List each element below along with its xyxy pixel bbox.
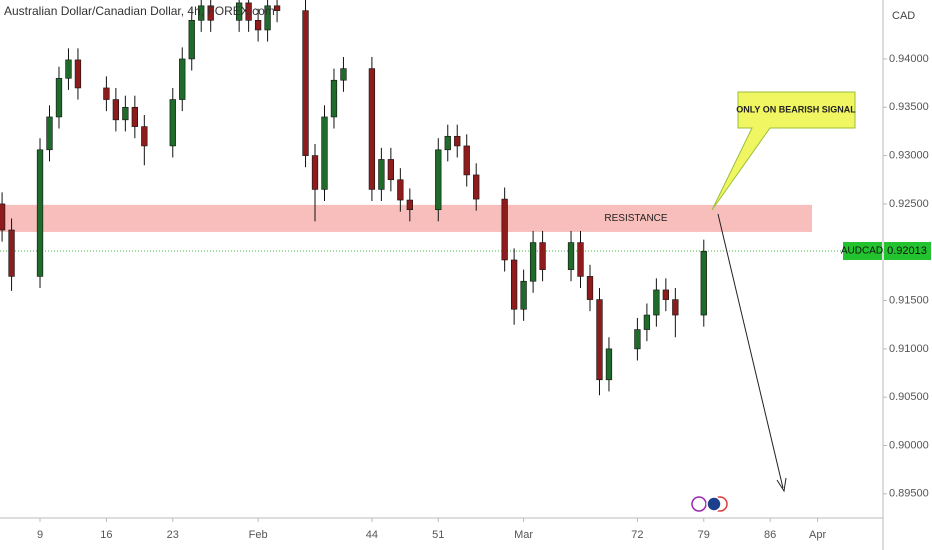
candle-body: [406, 199, 413, 211]
candle-body: [65, 59, 72, 79]
x-tick-label: 23: [167, 529, 179, 541]
x-tick-label: 9: [37, 529, 43, 541]
y-tick-label: 0.94000: [889, 53, 929, 65]
arrow-head: [776, 477, 787, 493]
candle-body: [122, 106, 129, 121]
x-tick-label: Mar: [514, 529, 533, 541]
price-label: 0.92013: [887, 245, 927, 257]
candle-body: [36, 149, 44, 277]
candle-body: [700, 250, 707, 316]
candle-body: [634, 329, 641, 350]
x-tick-label: 44: [366, 529, 378, 541]
price-tag: [884, 241, 931, 260]
callout-text: ONLY ON BEARISH SIGNAL: [736, 104, 856, 114]
candle-body: [473, 174, 480, 200]
candle-body: [501, 198, 508, 261]
x-tick-label: Feb: [249, 529, 268, 541]
callout-box: [711, 91, 856, 211]
candle-body: [596, 299, 603, 381]
candle-body: [330, 79, 338, 118]
candle-body: [273, 5, 281, 11]
y-tick-label: 0.93500: [889, 101, 929, 113]
candle-body: [444, 135, 451, 151]
candle-body: [387, 159, 395, 181]
candle-body: [8, 229, 15, 277]
candle-body: [567, 242, 575, 270]
candle-body: [103, 87, 110, 100]
candle-body: [529, 242, 537, 282]
candle-body: [141, 126, 148, 147]
candle-body: [605, 348, 613, 381]
candle-body: [74, 59, 82, 89]
resistance-label: RESISTANCE: [604, 213, 667, 224]
y-tick-label: 0.93000: [889, 149, 929, 161]
candle-body: [207, 5, 214, 21]
candle-body: [236, 2, 243, 21]
candles: [0, 0, 707, 396]
currency-label: CAD: [892, 10, 915, 22]
symbol-label: AUDCAD: [841, 246, 883, 257]
symbol-tag: [843, 241, 882, 260]
candle-body: [188, 19, 195, 60]
candle-body: [577, 242, 584, 277]
y-tick-label: 0.90000: [889, 439, 929, 451]
candle-body: [653, 289, 660, 316]
x-tick-label: 86: [764, 529, 776, 541]
candle-body: [254, 19, 262, 31]
candle-body: [662, 289, 669, 300]
resistance-zone: [0, 204, 812, 232]
candle-body: [539, 242, 546, 270]
candle-body: [520, 280, 527, 310]
x-tick-label: Apr: [809, 529, 826, 541]
candle-body: [311, 155, 319, 190]
candle-body: [46, 116, 53, 151]
candle-body: [131, 106, 138, 127]
candle-body: [368, 68, 376, 190]
x-tick-label: 16: [100, 529, 112, 541]
candle-body: [463, 145, 470, 176]
y-tick-label: 0.92500: [889, 198, 929, 210]
candle-body: [435, 149, 442, 211]
candle-body: [378, 159, 385, 190]
candle-body: [586, 276, 594, 300]
candle-body: [198, 5, 205, 21]
x-tick-label: 79: [698, 529, 710, 541]
candle-body: [643, 314, 651, 330]
axes: 0.940000.935000.930000.925000.920000.915…: [37, 53, 931, 541]
event-icon[interactable]: [706, 496, 722, 512]
x-tick-label: 72: [631, 529, 643, 541]
candle-body: [112, 99, 120, 121]
candle-body: [179, 58, 186, 100]
y-tick-label: 0.89500: [889, 488, 929, 500]
candle-body: [340, 68, 347, 81]
candle-body: [302, 10, 309, 156]
candle-body: [0, 203, 6, 231]
y-tick-label: 0.91000: [889, 343, 929, 355]
chart-title: Australian Dollar/Canadian Dollar, 4h, F…: [4, 4, 275, 18]
resistance-layer: RESISTANCE: [0, 204, 883, 252]
candle-body: [454, 135, 461, 147]
candle-body: [264, 5, 271, 31]
candle-body: [321, 116, 328, 190]
candle-body: [55, 77, 63, 118]
y-tick-label: 0.90500: [889, 391, 929, 403]
candle-body: [245, 2, 252, 21]
candle-body: [169, 99, 176, 147]
candle-body: [397, 179, 404, 201]
candle-body: [510, 259, 518, 310]
x-tick-label: 51: [432, 529, 444, 541]
projection-arrow: [717, 213, 784, 489]
event-icon[interactable]: [691, 496, 707, 512]
y-tick-label: 0.91500: [889, 294, 929, 306]
candle-body: [672, 299, 679, 316]
